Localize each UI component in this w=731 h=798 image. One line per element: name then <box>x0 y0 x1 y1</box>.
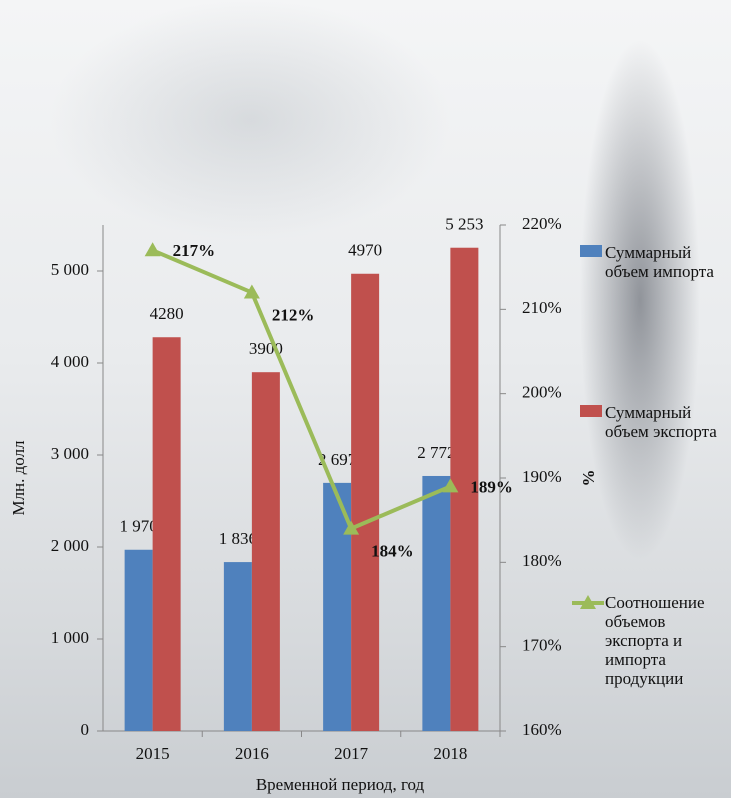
x-tick-label: 2017 <box>334 744 369 763</box>
legend-swatch <box>580 245 602 257</box>
y2-tick-label: 170% <box>522 636 562 655</box>
x-tick-label: 2018 <box>433 744 467 763</box>
bar <box>252 372 280 731</box>
value-label: 1 970 <box>120 517 158 536</box>
y2-tick-label: 210% <box>522 298 562 317</box>
y2-tick-label: 190% <box>522 467 562 486</box>
y-tick-label: 4 000 <box>51 352 89 371</box>
legend-label: Суммарный объем импорта <box>605 243 725 281</box>
x-tick-label: 2016 <box>235 744 269 763</box>
x-axis-title: Временной период, год <box>256 775 425 794</box>
bar <box>422 476 450 731</box>
value-label: 2 772 <box>417 443 455 462</box>
legend-label: Суммарный объем экспорта <box>605 403 725 441</box>
y2-tick-label: 160% <box>522 720 562 739</box>
value-label: 212% <box>272 305 315 324</box>
value-label: 217% <box>173 241 216 260</box>
y2-tick-label: 220% <box>522 214 562 233</box>
y2-tick-label: 200% <box>522 383 562 402</box>
value-label: 189% <box>470 477 513 496</box>
y-tick-label: 2 000 <box>51 536 89 555</box>
x-tick-label: 2015 <box>136 744 170 763</box>
y2-axis-title: % <box>579 470 598 487</box>
value-label: 4280 <box>150 304 184 323</box>
y-tick-label: 5 000 <box>51 260 89 279</box>
value-label: 1 836 <box>219 529 257 548</box>
y-tick-label: 3 000 <box>51 444 89 463</box>
y-tick-label: 0 <box>81 720 90 739</box>
marker <box>145 242 161 256</box>
value-label: 5 253 <box>445 215 483 234</box>
line <box>153 250 451 528</box>
legend-swatch <box>580 405 602 417</box>
bar <box>224 562 252 731</box>
page: Временной период, год Млн. долл % 0 1 000… <box>0 0 731 798</box>
bar <box>153 337 181 731</box>
value-label: 4970 <box>348 241 382 260</box>
y2-tick-label: 180% <box>522 551 562 570</box>
value-label: 184% <box>371 542 414 561</box>
bar <box>125 550 153 731</box>
legend-label: Соотношение объемов экспорта и импорта п… <box>605 593 725 688</box>
y-axis-title: Млн. долл <box>9 440 28 516</box>
bar <box>351 274 379 731</box>
y-tick-label: 1 000 <box>51 628 89 647</box>
